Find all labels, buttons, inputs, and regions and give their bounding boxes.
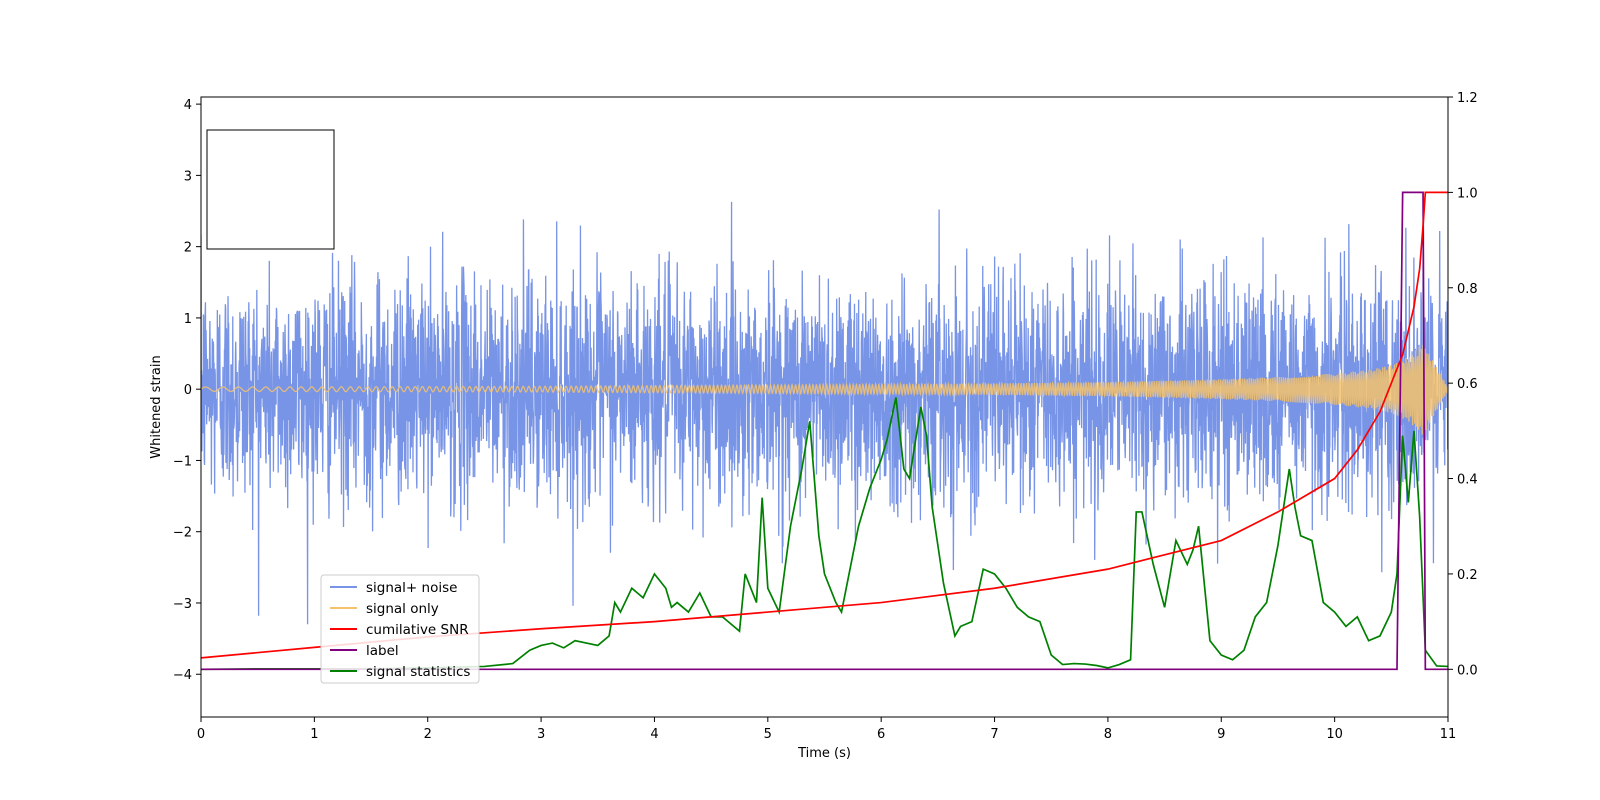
- legend-entry: signal only: [366, 601, 439, 617]
- x-tick-label: 2: [424, 727, 432, 742]
- legend-entry: signal statistics: [366, 664, 470, 680]
- y-tick-label: −4: [173, 668, 192, 683]
- x-tick-label: 11: [1440, 727, 1457, 742]
- x-axis-label: Time (s): [797, 746, 851, 761]
- x-tick-label: 7: [990, 727, 998, 742]
- x-tick-label: 5: [764, 727, 772, 742]
- legend-entry: signal+ noise: [366, 580, 457, 596]
- x-tick-label: 10: [1326, 727, 1343, 742]
- legend-entry: cumilative SNR: [366, 622, 469, 638]
- y-tick-label: −3: [173, 597, 192, 612]
- y-tick-label: 0: [184, 383, 192, 398]
- x-tick-label: 0: [197, 727, 205, 742]
- x-tick-label: 1: [310, 727, 318, 742]
- y-tick-label: 4: [184, 98, 192, 113]
- y-right-tick-label: 0.4: [1457, 473, 1478, 488]
- annotation-box: SNRopt=7.42Mc=12.28SNRMF=[8.23]CSNR=7.42…: [206, 129, 335, 250]
- y-tick-label: −2: [173, 526, 192, 541]
- series-label-line: [201, 191, 1448, 671]
- series-signal-statistics-line: [201, 397, 1448, 671]
- y-tick-label: −1: [173, 454, 192, 469]
- y-right-tick-label: 0.0: [1457, 663, 1478, 678]
- y-tick-label: 2: [184, 241, 192, 256]
- legend: signal+ noise signal only cumilative SNR la…: [320, 574, 480, 684]
- y-right-tick-label: 0.8: [1457, 282, 1478, 297]
- y-tick-label: 1: [184, 312, 192, 327]
- y-axis-label: Whitened strain: [149, 355, 164, 458]
- x-tick-label: 3: [537, 727, 545, 742]
- x-tick-label: 4: [650, 727, 658, 742]
- y-tick-label: 3: [184, 169, 192, 184]
- plot-frame: [200, 96, 1449, 718]
- plot-series: [201, 191, 1448, 671]
- x-tick-label: 9: [1217, 727, 1225, 742]
- x-tick-label: 6: [877, 727, 885, 742]
- axes: 0 1 2 3 4 5 6 7 8 9 10 11 −4 −3 −2 −1 0 1 2 3 4 0.0 0.2 0.4 0.6 0…: [173, 91, 1478, 742]
- y-right-tick-label: 1.0: [1457, 186, 1478, 201]
- y-right-tick-label: 0.6: [1457, 377, 1478, 392]
- x-tick-label: 8: [1104, 727, 1112, 742]
- y-right-tick-label: 1.2: [1457, 91, 1478, 106]
- series-signal-noise-line: [201, 201, 1448, 625]
- series-cumulative-snr-line: [201, 191, 1448, 659]
- y-right-tick-label: 0.2: [1457, 568, 1478, 583]
- series-signal-only-line: [201, 345, 1448, 435]
- legend-entry: label: [366, 643, 399, 659]
